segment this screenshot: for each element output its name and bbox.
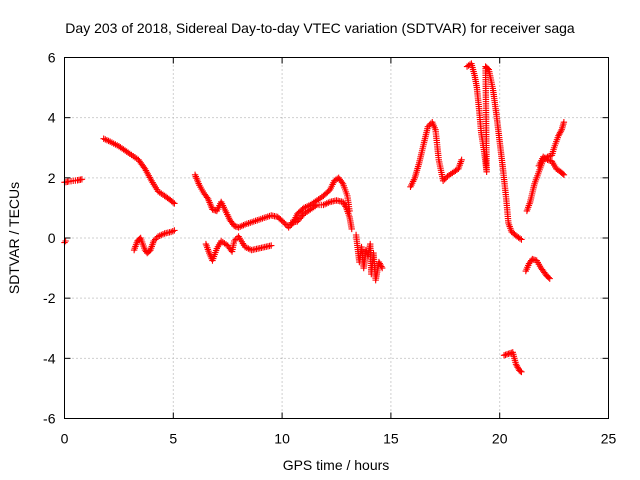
- x-tick-label: 15: [383, 431, 399, 447]
- axis-ticks: [64, 57, 609, 419]
- y-tick-label: 0: [48, 230, 56, 246]
- y-tick-label: -6: [43, 411, 56, 427]
- data-point: [546, 275, 553, 282]
- data-point: [150, 237, 157, 245]
- data-point: [203, 194, 211, 201]
- x-tick-labels: 0 5 10 15 20 25: [61, 431, 617, 447]
- data-points: [61, 60, 568, 376]
- data-point: [378, 264, 386, 272]
- y-tick-label: -2: [43, 290, 56, 306]
- data-point: [285, 224, 292, 231]
- data-point: [62, 237, 69, 245]
- y-tick-label: 6: [48, 50, 56, 66]
- data-point: [559, 170, 567, 178]
- data-point: [286, 222, 294, 230]
- data-point: [338, 179, 346, 186]
- x-axis-label: GPS time / hours: [283, 457, 390, 473]
- data-point: [517, 367, 524, 375]
- grid-lines: [64, 57, 609, 419]
- data-point: [268, 242, 275, 249]
- data-point: [245, 245, 252, 252]
- data-point: [348, 225, 355, 233]
- data-point: [378, 263, 385, 270]
- data-point: [279, 218, 287, 225]
- data-point: [169, 228, 176, 235]
- chart-title: Day 203 of 2018, Sidereal Day-to-day VTE…: [65, 20, 575, 36]
- y-tick-label: 2: [48, 170, 56, 186]
- data-point: [518, 236, 525, 243]
- data-point: [441, 176, 448, 183]
- y-axis-label: SDTVAR / TECUs: [6, 182, 22, 294]
- data-point: [518, 368, 525, 376]
- data-point: [171, 227, 178, 234]
- data-point: [458, 156, 465, 163]
- data-point: [78, 176, 86, 183]
- data-point: [151, 236, 159, 243]
- data-point: [169, 199, 177, 206]
- y-tick-label: -4: [43, 350, 56, 366]
- data-point: [342, 203, 349, 210]
- x-tick-label: 20: [492, 431, 508, 447]
- x-tick-label: 10: [274, 431, 290, 447]
- x-tick-label: 5: [169, 431, 177, 447]
- data-point: [281, 219, 288, 227]
- data-point: [282, 221, 289, 228]
- data-point: [424, 123, 432, 130]
- data-point: [125, 149, 132, 156]
- data-point: [516, 235, 524, 242]
- data-point: [439, 177, 447, 185]
- data-point: [426, 121, 433, 129]
- data-point: [545, 274, 552, 281]
- x-tick-label: 25: [601, 431, 617, 447]
- data-point: [557, 128, 565, 135]
- data-point: [542, 155, 550, 162]
- data-point: [560, 171, 568, 179]
- data-point: [560, 118, 568, 126]
- y-tick-labels: -6 -4 -2 0 2 4 6: [43, 50, 56, 427]
- y-tick-label: 4: [48, 110, 56, 126]
- x-tick-label: 0: [61, 431, 69, 447]
- data-point: [484, 65, 491, 72]
- data-point: [140, 164, 148, 171]
- data-point: [171, 200, 178, 207]
- data-point: [231, 237, 238, 245]
